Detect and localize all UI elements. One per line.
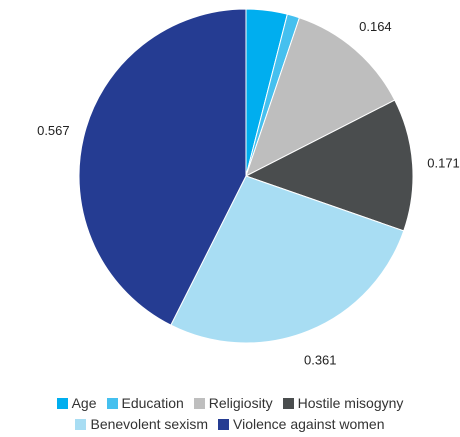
data-label-violence-against-women: 0.567 [37,123,70,138]
legend-row-1: Age Education Religiosity Hostile misogy… [0,395,460,411]
legend-label-education: Education [121,395,184,411]
legend-swatch-hostile-misogyny [282,397,294,409]
legend-swatch-benevolent-sexism [75,418,87,430]
pie-slice-hostile-misogyny [244,99,414,232]
data-label-benevolent-sexism: 0.361 [304,353,337,368]
data-label-religiosity: 0.164 [359,19,392,34]
legend-label-benevolent-sexism: Benevolent sexism [90,416,208,432]
pie-slice-benevolent-sexism [170,175,405,344]
legend-item-education: Education [106,395,184,411]
legend-label-violence-against-women: Violence against women [233,416,385,432]
legend-label-age: Age [71,395,97,411]
legend-swatch-religiosity [193,397,205,409]
legend-swatch-age [56,397,68,409]
pie-slice-violence-against-women [78,8,247,326]
legend-label-hostile-misogyny: Hostile misogyny [297,395,404,411]
legend-item-religiosity: Religiosity [193,395,273,411]
legend-row-2: Benevolent sexism Violence against women [0,416,460,432]
data-label-hostile-misogyny: 0.171 [427,155,460,170]
pie-slices [78,8,414,344]
legend-item-benevolent-sexism: Benevolent sexism [75,416,208,432]
pie-slice-religiosity [245,17,396,178]
legend-item-violence-against-women: Violence against women [218,416,385,432]
legend-swatch-violence-against-women [218,418,229,430]
data-labels: 0.164 0.171 0.361 0.567 [37,19,460,367]
legend-swatch-education [106,397,118,409]
legend-item-age: Age [56,395,97,411]
legend-label-religiosity: Religiosity [208,395,273,411]
legend-item-hostile-misogyny: Hostile misogyny [282,395,404,411]
